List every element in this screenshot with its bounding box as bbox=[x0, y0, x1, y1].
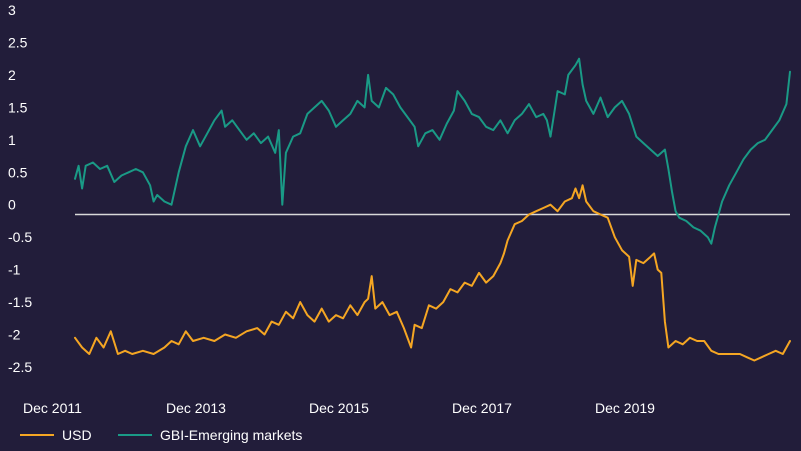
x-tick-label: Dec 2019 bbox=[595, 400, 655, 416]
series-layer bbox=[74, 57, 791, 362]
legend: USD GBI-Emerging markets bbox=[20, 427, 302, 443]
y-tick-label: -1.5 bbox=[8, 294, 32, 310]
x-axis: Dec 2011 Dec 2013 Dec 2015 Dec 2017 Dec 2019 bbox=[23, 400, 655, 416]
x-tick-label: Dec 2015 bbox=[309, 400, 369, 416]
y-axis: -2.5 -2 -1.5 -1 -0.5 0 0.5 1 1.5 2 2.5 3 bbox=[8, 2, 32, 375]
legend-label: GBI-Emerging markets bbox=[160, 427, 302, 443]
y-tick-label: 1.5 bbox=[8, 99, 28, 115]
series-line-usd bbox=[74, 184, 791, 362]
y-tick-label: 2.5 bbox=[8, 34, 28, 50]
y-tick-label: 0.5 bbox=[8, 164, 28, 180]
y-tick-label: -0.5 bbox=[8, 229, 32, 245]
x-tick-label: Dec 2011 bbox=[23, 400, 82, 416]
y-tick-label: 3 bbox=[8, 2, 16, 18]
legend-label: USD bbox=[62, 427, 92, 443]
x-tick-label: Dec 2017 bbox=[452, 400, 512, 416]
y-tick-label: 1 bbox=[8, 132, 16, 148]
y-tick-label: 0 bbox=[8, 197, 16, 213]
series-line-gbi-em bbox=[74, 57, 791, 245]
y-tick-label: -1 bbox=[8, 262, 21, 278]
y-tick-label: 2 bbox=[8, 67, 16, 83]
x-tick-label: Dec 2013 bbox=[166, 400, 226, 416]
y-tick-label: -2 bbox=[8, 327, 21, 343]
y-tick-label: -2.5 bbox=[8, 359, 32, 375]
